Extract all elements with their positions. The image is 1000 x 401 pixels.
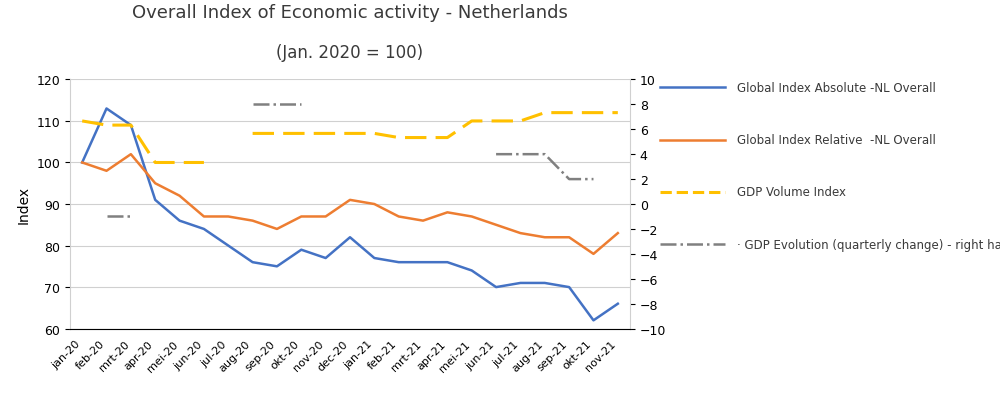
Text: (Jan. 2020 = 100): (Jan. 2020 = 100)	[276, 44, 424, 62]
Text: Global Index Absolute -NL Overall: Global Index Absolute -NL Overall	[737, 82, 936, 95]
Text: GDP Volume Index: GDP Volume Index	[737, 186, 846, 199]
Y-axis label: Index: Index	[17, 186, 31, 223]
Text: Overall Index of Economic activity - Netherlands: Overall Index of Economic activity - Net…	[132, 4, 568, 22]
Text: Global Index Relative  -NL Overall: Global Index Relative -NL Overall	[737, 134, 936, 147]
Text: · GDP Evolution (quarterly change) - right hand scale: · GDP Evolution (quarterly change) - rig…	[737, 238, 1000, 251]
